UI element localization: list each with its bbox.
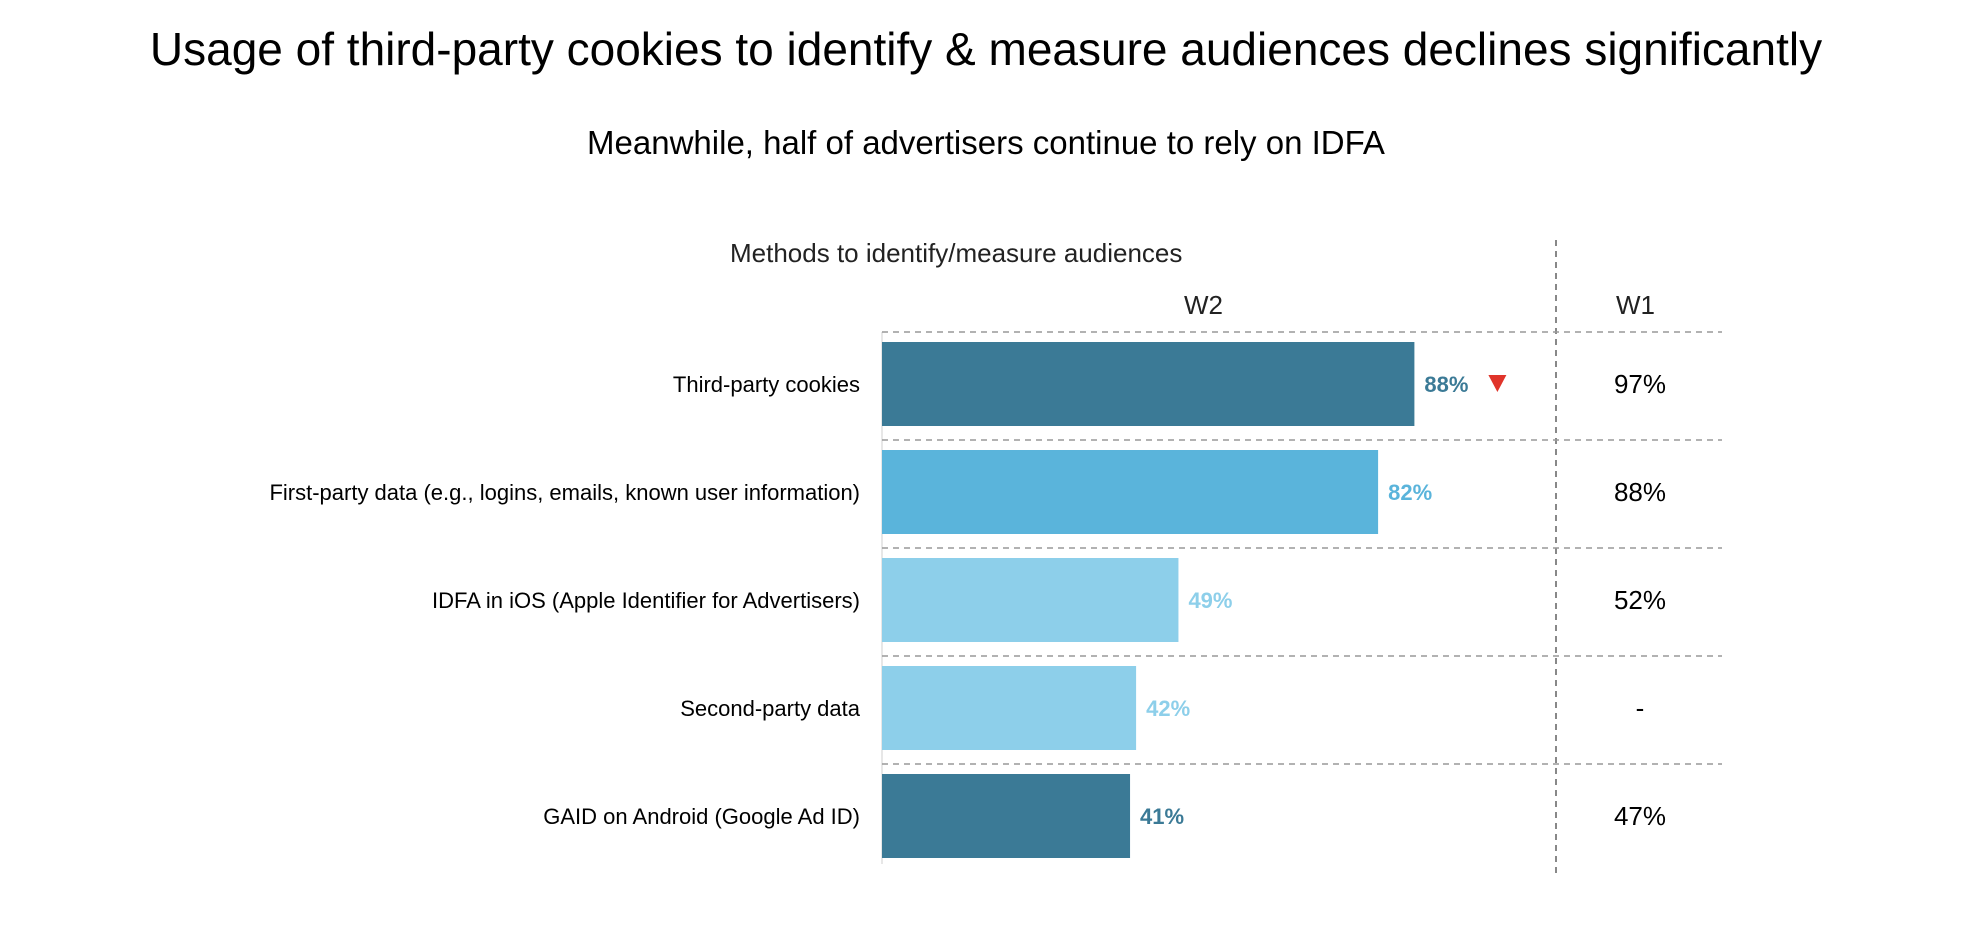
value-w1: 47% <box>1614 801 1666 831</box>
column-header-w2: W2 <box>1184 290 1223 320</box>
bar-w2 <box>882 450 1379 534</box>
value-w1: 52% <box>1614 585 1666 615</box>
data-label-w2: 88% <box>1424 372 1468 397</box>
category-label: Third-party cookies <box>673 372 860 397</box>
value-w1: 97% <box>1614 369 1666 399</box>
category-label: Second-party data <box>680 696 861 721</box>
value-w1: - <box>1636 693 1645 723</box>
down-triangle-icon <box>1488 375 1507 392</box>
bar-w2 <box>882 774 1131 858</box>
chart-subtitle: Meanwhile, half of advertisers continue … <box>587 124 1385 161</box>
bar-w2 <box>882 666 1137 750</box>
data-label-w2: 42% <box>1146 696 1190 721</box>
data-label-w2: 41% <box>1140 804 1184 829</box>
chart-heading: Methods to identify/measure audiences <box>730 238 1183 268</box>
category-label: IDFA in iOS (Apple Identifier for Advert… <box>432 588 860 613</box>
category-label: First-party data (e.g., logins, emails, … <box>269 480 860 505</box>
chart-title: Usage of third-party cookies to identify… <box>149 23 1823 75</box>
bar-w2 <box>882 558 1179 642</box>
category-label: GAID on Android (Google Ad ID) <box>543 804 860 829</box>
value-w1: 88% <box>1614 477 1666 507</box>
column-header-w1: W1 <box>1616 290 1655 320</box>
data-label-w2: 49% <box>1188 588 1232 613</box>
data-label-w2: 82% <box>1388 480 1432 505</box>
bar-w2 <box>882 342 1415 426</box>
